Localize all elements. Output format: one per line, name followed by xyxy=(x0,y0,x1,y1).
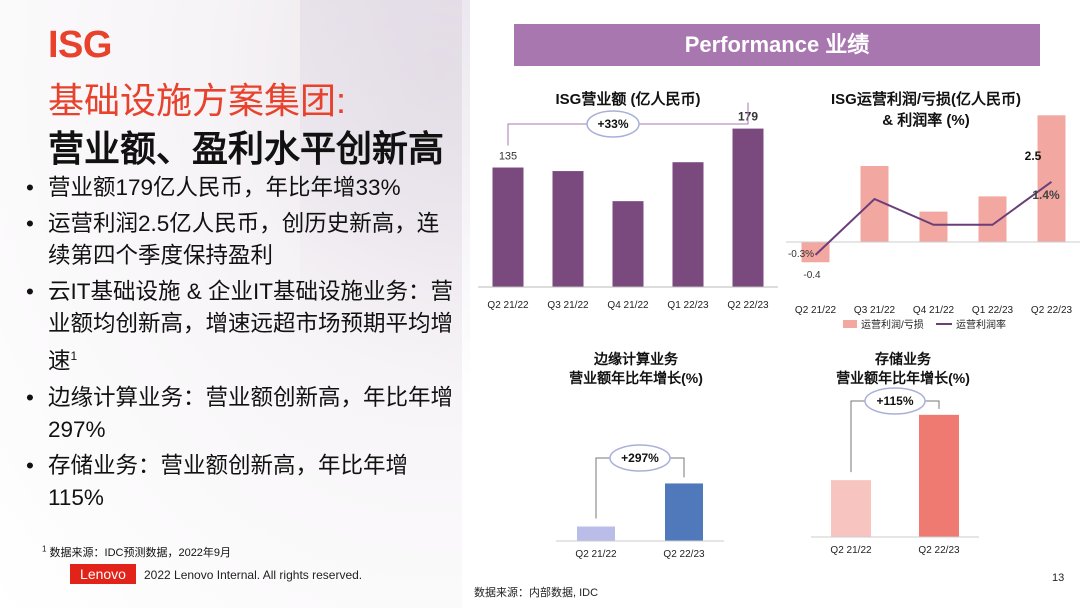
tick-label: Q2 22/23 xyxy=(1031,305,1073,316)
copyright: 2022 Lenovo Internal. All rights reserve… xyxy=(144,568,363,582)
bar xyxy=(919,414,959,537)
chart-title-line1: 存储业务 xyxy=(875,351,932,367)
revenue-bar xyxy=(732,128,764,287)
title-headline: 营业额、盈利水平创新高 xyxy=(48,128,445,169)
bullet-item: 云IT基础设施 & 企业IT基础设施业务：营业额均创新高，增速远超市场预期平均增… xyxy=(24,276,454,378)
bar xyxy=(831,480,871,537)
bullet-list: 营业额179亿人民币，年比年增33% 运营利润2.5亿人民币，创历史新高，连续第… xyxy=(24,172,454,518)
revenue-bar xyxy=(492,167,524,287)
profit-bar xyxy=(1037,115,1066,242)
tick-label: Q3 21/22 xyxy=(547,300,589,311)
data-label: 135 xyxy=(499,151,517,163)
footnote: 1 数据来源：IDC预测数据，2022年9月 xyxy=(42,544,232,559)
callout-label: +297% xyxy=(621,451,659,465)
tick-label: Q2 22/23 xyxy=(918,545,960,556)
bar-label: 2.5 xyxy=(1025,149,1042,163)
tick-label: Q2 21/22 xyxy=(795,305,837,316)
bullet-item: 营业额179亿人民币，年比年增33% xyxy=(24,172,454,204)
line-label: -0.3% xyxy=(788,249,814,260)
revenue-bar xyxy=(672,162,704,287)
callout-label: +33% xyxy=(597,117,628,131)
tick-label: Q1 22/23 xyxy=(667,300,709,311)
chart-title-line1: 边缘计算业务 xyxy=(593,351,679,367)
legend-swatch-bar xyxy=(843,320,857,328)
callout-bubble xyxy=(586,110,640,138)
legend-label: 运营利润/亏损 xyxy=(861,318,924,331)
tick-label: Q1 22/23 xyxy=(972,305,1014,316)
chart-title-line1: ISG运营利润/亏损(亿人民币) xyxy=(831,90,1021,108)
callout-bubble xyxy=(609,444,671,472)
bar xyxy=(577,526,615,541)
chart-title-line2: 营业额年比年增长(%) xyxy=(836,370,970,386)
data-source: 数据来源：内部数据, IDC xyxy=(474,587,599,599)
chart-title: ISG营业额 (亿人民币) xyxy=(556,90,701,108)
revenue-bar xyxy=(612,201,644,287)
tick-label: Q2 21/22 xyxy=(830,545,872,556)
bullet-item: 存储业务：营业额创新高，年比年增115% xyxy=(24,450,454,514)
title-isg: ISG xyxy=(48,24,112,66)
bar-label: -0.4 xyxy=(803,270,821,281)
footnote-marker: 1 xyxy=(70,349,78,363)
callout-label: +115% xyxy=(876,394,913,408)
tick-label: Q2 21/22 xyxy=(487,300,529,311)
tick-label: Q4 21/22 xyxy=(607,300,649,311)
tick-label: Q2 21/22 xyxy=(575,549,617,560)
profit-bar xyxy=(919,211,948,242)
revenue-bar xyxy=(552,171,584,287)
legend-label: 运营利润率 xyxy=(956,318,1006,331)
chart-title-line2: 营业额年比年增长(%) xyxy=(569,370,703,386)
bar xyxy=(665,483,703,541)
tick-label: Q4 21/22 xyxy=(913,305,955,316)
bullet-item: 边缘计算业务：营业额创新高，年比年增297% xyxy=(24,382,454,446)
chart-title-line2: & 利润率 (%) xyxy=(882,111,970,129)
tick-label: Q3 21/22 xyxy=(854,305,896,316)
line-label: 1.4% xyxy=(1032,188,1060,202)
callout-bubble xyxy=(864,387,926,415)
bullet-item: 运营利润2.5亿人民币，创历史新高，连续第四个季度保持盈利 xyxy=(24,208,454,272)
tick-label: Q2 22/23 xyxy=(727,300,769,311)
tick-label: Q2 22/23 xyxy=(663,549,705,560)
margin-line xyxy=(814,180,1053,256)
performance-banner: Performance 业绩 xyxy=(514,24,1040,66)
page-number: 13 xyxy=(1052,572,1065,584)
lenovo-logo: Lenovo xyxy=(70,564,136,584)
title-group-name: 基础设施方案集团: xyxy=(48,80,347,121)
